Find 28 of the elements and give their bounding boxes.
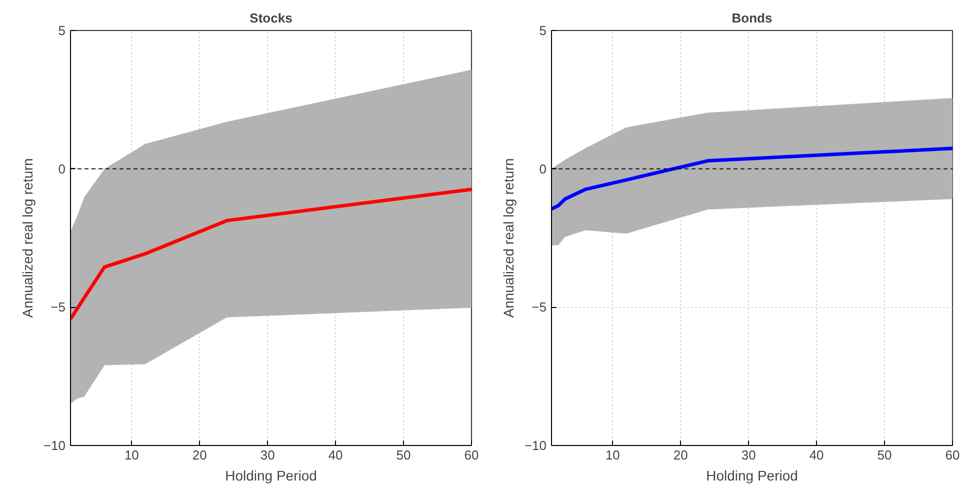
x-tick-label: 20: [192, 448, 207, 462]
y-tick-label: −10: [524, 438, 547, 453]
x-axis-title: Holding Period: [706, 468, 798, 484]
x-axis-title: Holding Period: [225, 468, 317, 484]
line-series: [70, 188, 472, 321]
y-axis-title: Annualized real log return: [19, 158, 36, 318]
chart-title: Stocks: [250, 10, 292, 26]
x-tick-label: 60: [945, 448, 960, 462]
y-tick-label: 0: [539, 161, 547, 176]
x-tick-label: 20: [673, 448, 688, 462]
x-tick-label: 10: [605, 448, 620, 462]
y-tick-label: 5: [539, 23, 547, 38]
y-tick-label: −5: [50, 300, 66, 315]
x-tick-label: 50: [877, 448, 892, 462]
y-axis-title: Annualized real log return: [500, 158, 516, 318]
x-tick-label: 50: [396, 448, 411, 462]
x-tick-label: 10: [124, 448, 139, 462]
y-tick-label: 0: [58, 161, 66, 176]
x-tick-label: 60: [464, 448, 479, 462]
line-series: [552, 146, 952, 211]
y-tick-label: −10: [43, 438, 66, 453]
x-tick-label: 40: [809, 448, 824, 462]
x-tick-label: 40: [328, 448, 343, 462]
y-tick-label: −5: [532, 300, 547, 315]
x-tick-label: 30: [741, 448, 756, 462]
x-tick-label: 30: [260, 448, 275, 462]
y-tick-label: 5: [58, 23, 66, 38]
chart-title: Bonds: [732, 10, 772, 26]
